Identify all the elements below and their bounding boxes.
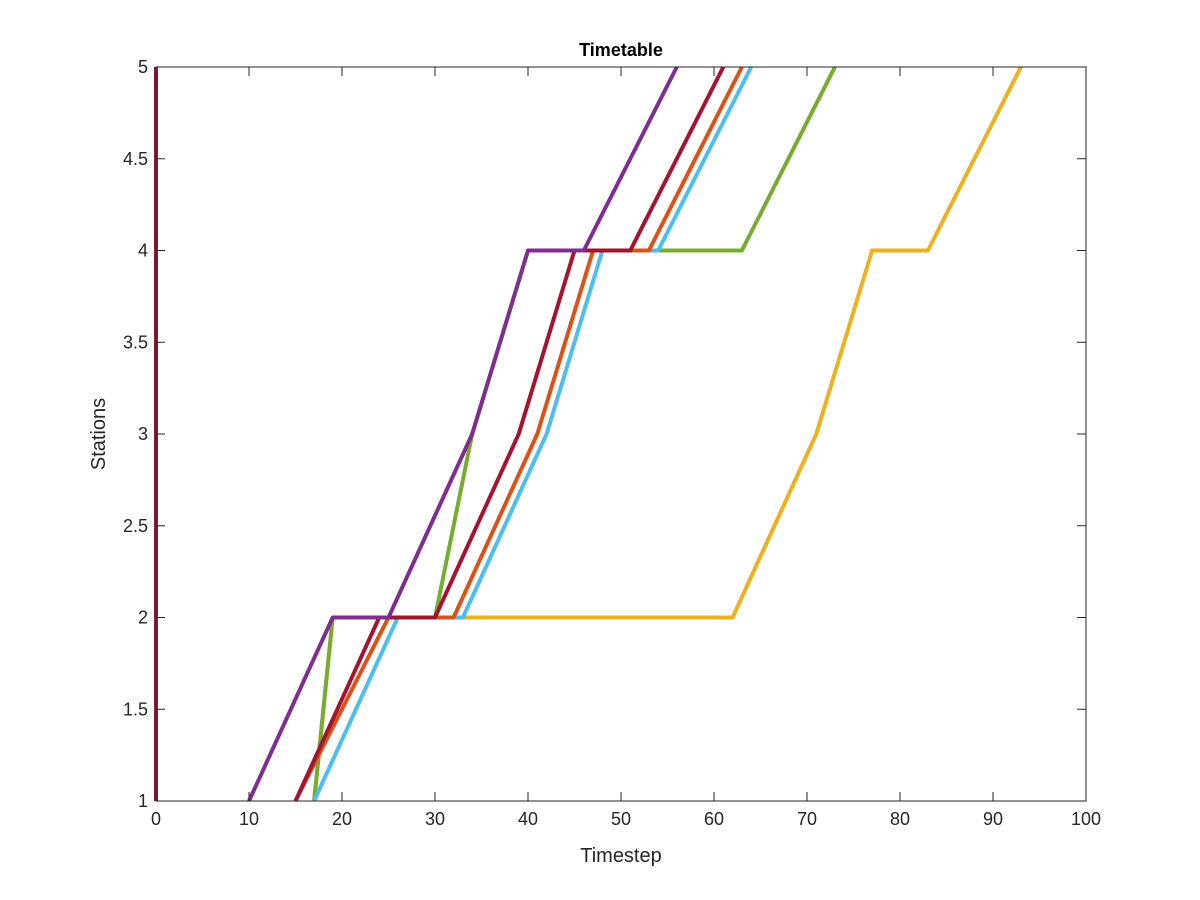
x-tick-label: 60 bbox=[704, 809, 724, 829]
x-tick-label: 90 bbox=[983, 809, 1003, 829]
y-tick-label: 1 bbox=[138, 791, 148, 811]
series-line-6 bbox=[247, 66, 679, 802]
y-tick-label: 4 bbox=[138, 241, 148, 261]
x-tick-label: 50 bbox=[611, 809, 631, 829]
y-tick-label: 3.5 bbox=[123, 332, 148, 352]
tick-layer: 0 10 20 30 40 50 60 70 80 90 100 1 1.5 2 2.5 3 3.5 4 4.5 5 bbox=[123, 57, 1101, 829]
y-tick-label: 2 bbox=[138, 608, 148, 628]
y-tick-label: 4.5 bbox=[123, 149, 148, 169]
plot-area bbox=[156, 67, 1086, 801]
y-tick-label: 1.5 bbox=[123, 699, 148, 719]
x-tick-label: 40 bbox=[518, 809, 538, 829]
x-tick-label: 30 bbox=[425, 809, 445, 829]
x-tick-label: 100 bbox=[1071, 809, 1101, 829]
y-tick-label: 3 bbox=[138, 424, 148, 444]
y-tick-label: 5 bbox=[138, 57, 148, 77]
chart-title: Timetable bbox=[579, 40, 663, 60]
x-tick-label: 70 bbox=[797, 809, 817, 829]
x-tick-label: 10 bbox=[239, 809, 259, 829]
y-axis-label: Stations bbox=[88, 398, 110, 470]
x-tick-label: 80 bbox=[890, 809, 910, 829]
y-tick-label: 2.5 bbox=[123, 516, 148, 536]
x-tick-label: 0 bbox=[151, 809, 161, 829]
x-axis-label: Timestep bbox=[580, 845, 662, 867]
x-tick-label: 20 bbox=[332, 809, 352, 829]
